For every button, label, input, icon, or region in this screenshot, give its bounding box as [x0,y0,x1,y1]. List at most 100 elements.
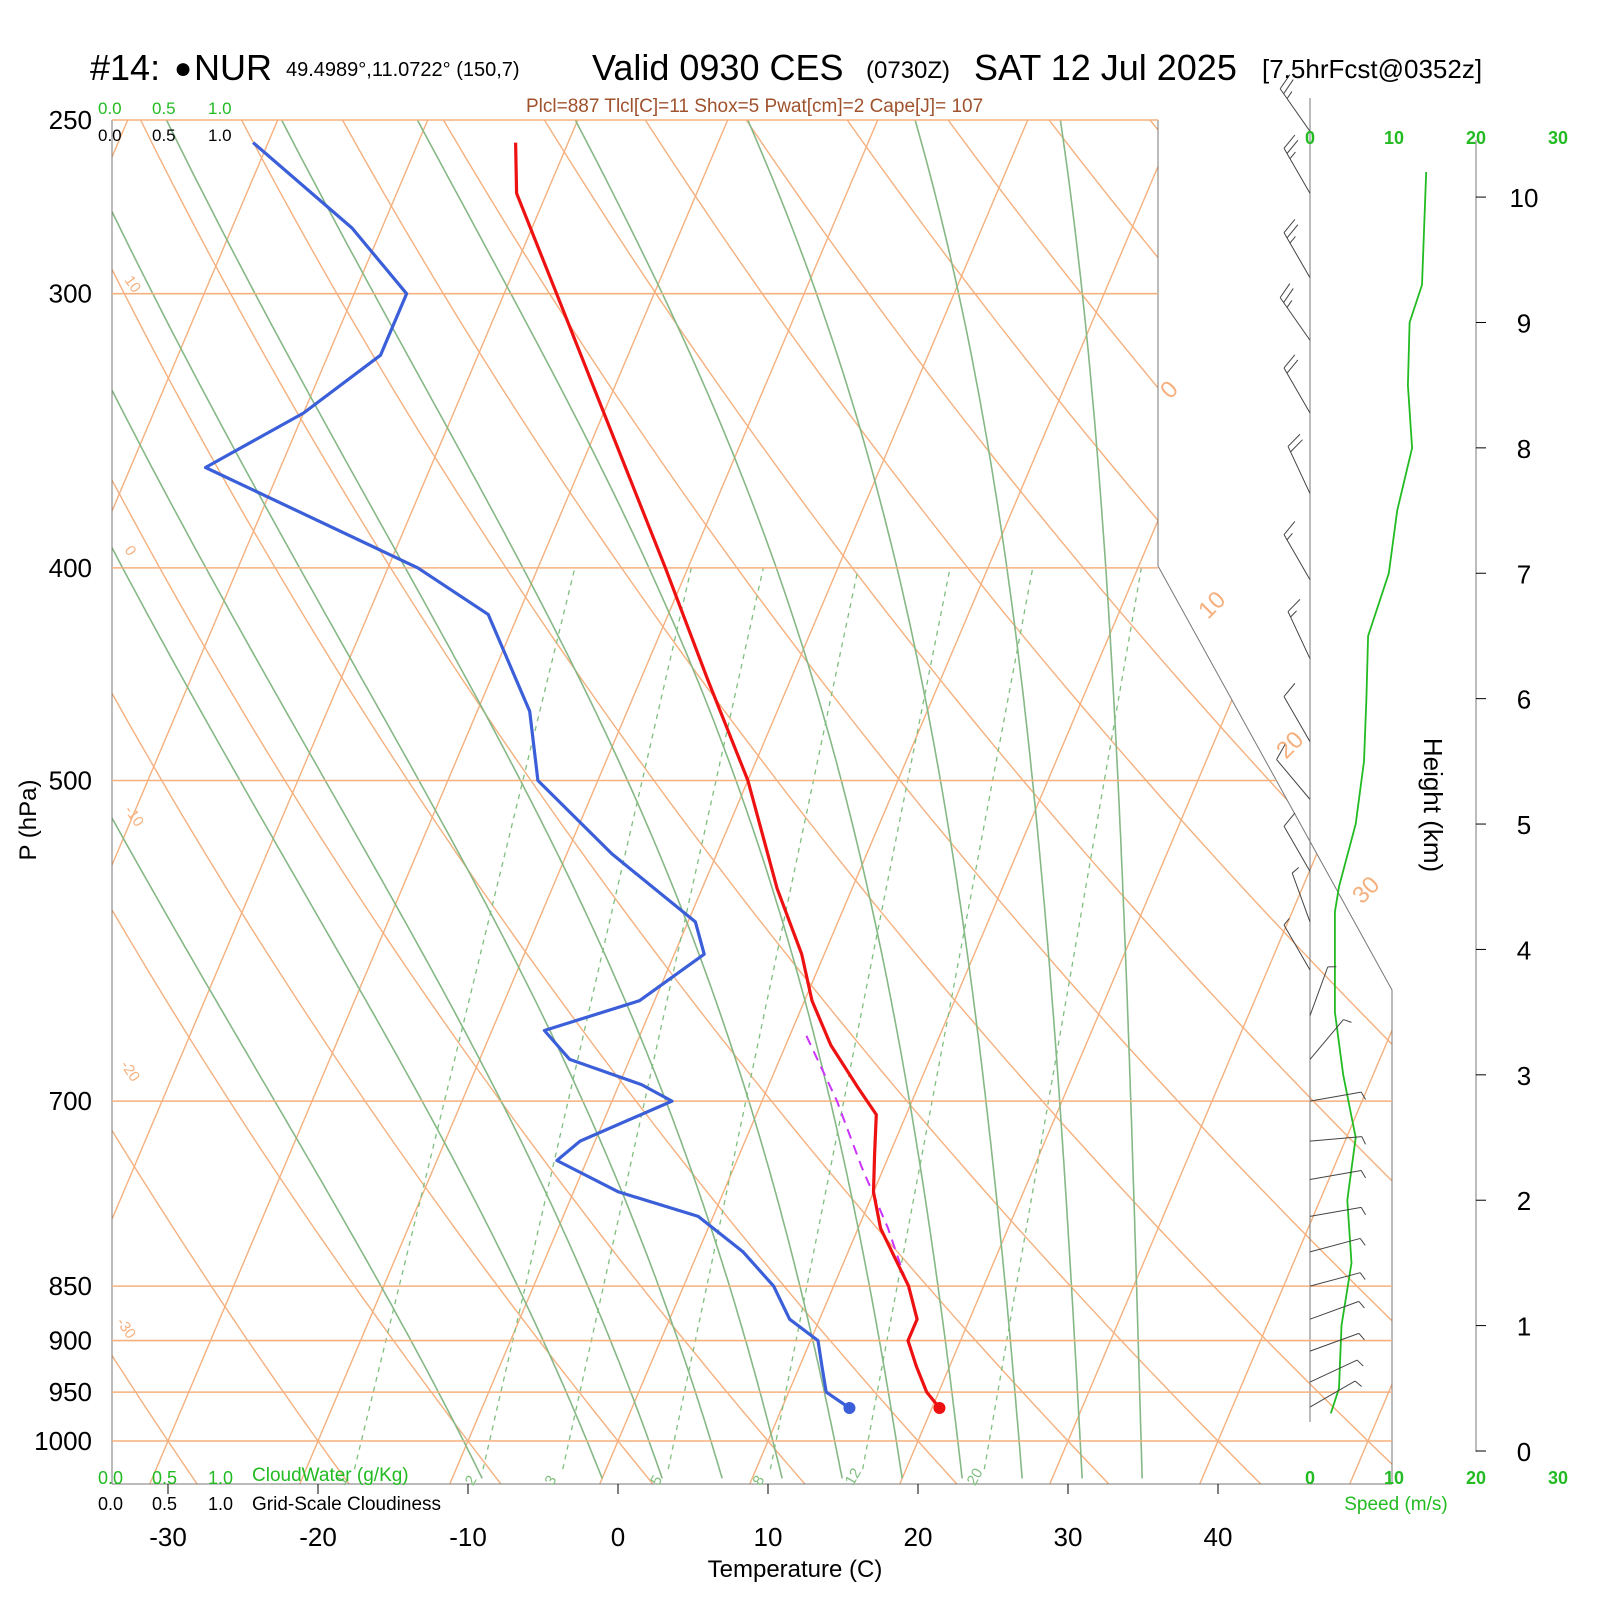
isotherm-label: -20 [117,1058,143,1086]
wind-barb-half-flag [1360,1091,1366,1100]
isotherm-line [147,120,745,1484]
wind-barb-half-flag [1289,151,1296,160]
temperature-tick-label: 30 [1054,1522,1083,1552]
temperature-tick-label: -20 [299,1522,337,1552]
wind-barbs [1276,74,1366,1408]
isotherm-label: -10 [121,803,147,831]
dry-adiabat-line [1218,120,1392,1484]
speed-top-tick-0: 0 [1305,128,1315,148]
y-axis-title: P (hPa) [15,780,42,861]
moist-adiabat-line [729,120,1023,1479]
pressure-tick-label: 900 [49,1326,92,1356]
mixing-ratio-label: 20 [964,1465,987,1488]
forecast-info: [7.5hrFcst@0352z] [1262,54,1482,84]
temperature-tick-label: 20 [904,1522,933,1552]
bottom-scales: 0.0 0.5 1.0 CloudWater (g/Kg) 0.0 0.5 1.… [98,1465,441,1515]
wind-barb-staff [1309,966,1329,1016]
wind-barb-half-flag [1359,1272,1366,1280]
height-axis-title: Height (km) [1418,738,1448,872]
moist-adiabat-line [112,120,663,1479]
dry-adiabat-line [320,120,1392,1484]
mixing-ratio-line [562,567,764,1470]
profiles [203,141,1428,1415]
station-id: #14: [90,47,160,88]
wind-barb-staff [1309,1380,1356,1408]
wind-barb-half-flag [1359,1238,1366,1246]
wind-barb-flag [1283,288,1294,303]
height-tick-label: 5 [1517,810,1531,840]
mixing-ratio-line [862,567,1034,1470]
wind-barb-flag [1286,224,1299,239]
wind-barb-half-flag [1354,1380,1362,1387]
wind-barb-staff [1287,611,1311,659]
wind-barb-staff [1309,1332,1360,1352]
wind-barb-staff [1287,446,1311,494]
dry-adiabat-line [619,120,1392,1484]
pressure-tick-label: 950 [49,1377,92,1407]
isotherm-label: 10 [1193,586,1231,624]
isotherm-line [597,120,1195,1484]
wind-barb-staff [1309,1019,1344,1060]
pressure-tick-label: 850 [49,1271,92,1301]
dry-adiabat-line [1118,120,1392,1484]
wind-barb-flag [1283,79,1294,94]
wind-barb-half-flag [1360,1207,1366,1215]
wind-barb-staff [1283,232,1311,278]
cloudwater-label: CloudWater (g/Kg) [252,1465,409,1486]
speed-top-tick-2: 20 [1466,128,1486,148]
dry-adiabat-line [112,120,505,1484]
wind-barb-half-flag [1289,236,1296,244]
sounding-parameters: Plcl=887 Tlcl[C]=11 Shox=5 Pwat[cm]=2 Ca… [526,96,983,117]
mixing-ratio-label: 12 [842,1465,865,1488]
wind-barb-staff [1279,297,1311,341]
station-marker: ● [174,52,192,85]
isotherm-line [1347,120,1392,1484]
bottom-black-tick-1: 0.5 [152,1494,177,1514]
wind-barb-flag [1287,433,1301,447]
dry-adiabat-line [112,120,353,1484]
wind-barb-flag [1276,744,1286,760]
top-scales: 0.0 0.5 1.0 0.0 0.5 1.0 [98,99,232,145]
dry-adiabat-line [112,120,961,1484]
wind-barb-half-flag [1290,610,1297,618]
dry-adiabat-line [520,120,1392,1484]
speed-top-tick-1: 10 [1384,128,1404,148]
height-tick-label: 7 [1517,559,1531,589]
dewpoint-profile-line [203,141,851,1410]
wind-barb-staff [1309,1091,1362,1102]
wind-barb-staff [1283,534,1311,580]
top-black-tick-2: 1.0 [208,126,232,145]
moist-adiabat-line [146,120,783,1479]
mixing-ratio-label: 5 [647,1473,666,1489]
speed-axis-label: Speed (m/s) [1344,1494,1447,1515]
temperature-profile-line [514,142,941,1410]
top-black-tick-0: 0.0 [98,126,122,145]
wind-barb [1283,354,1311,414]
wind-barb-half-flag [1358,1301,1365,1309]
wind-barb [1309,1169,1366,1180]
wind-barb-flag [1287,599,1301,612]
isotherm-line [1197,120,1392,1484]
wind-barb [1309,1300,1365,1320]
top-green-tick-2: 1.0 [208,99,232,118]
wind-barb [1283,134,1311,194]
wind-barb-flag [1283,521,1296,535]
height-tick-label: 2 [1517,1186,1531,1216]
station-code: NUR [194,47,272,88]
dry-adiabat-line [1518,81,1600,1487]
moist-adiabat-line [112,120,603,1479]
moist-adiabat-line [260,120,843,1479]
bottom-green-tick-0: 0.0 [98,1468,123,1488]
speed-bottom-tick-2: 20 [1466,1468,1486,1488]
wind-barb [1283,219,1311,278]
wind-barb-staff [1309,1359,1358,1383]
isotherm-label: 30 [1347,871,1385,909]
speed-top-tick-3: 30 [1548,128,1568,148]
wind-barb [1309,1136,1366,1145]
wind-barb-staff [1279,88,1311,132]
wind-barb-flag [1283,219,1296,234]
surface-temperature-dot [933,1402,946,1415]
wind-barb [1283,918,1311,971]
moist-adiabat-line [395,120,903,1479]
top-black-tick-1: 0.5 [152,126,176,145]
